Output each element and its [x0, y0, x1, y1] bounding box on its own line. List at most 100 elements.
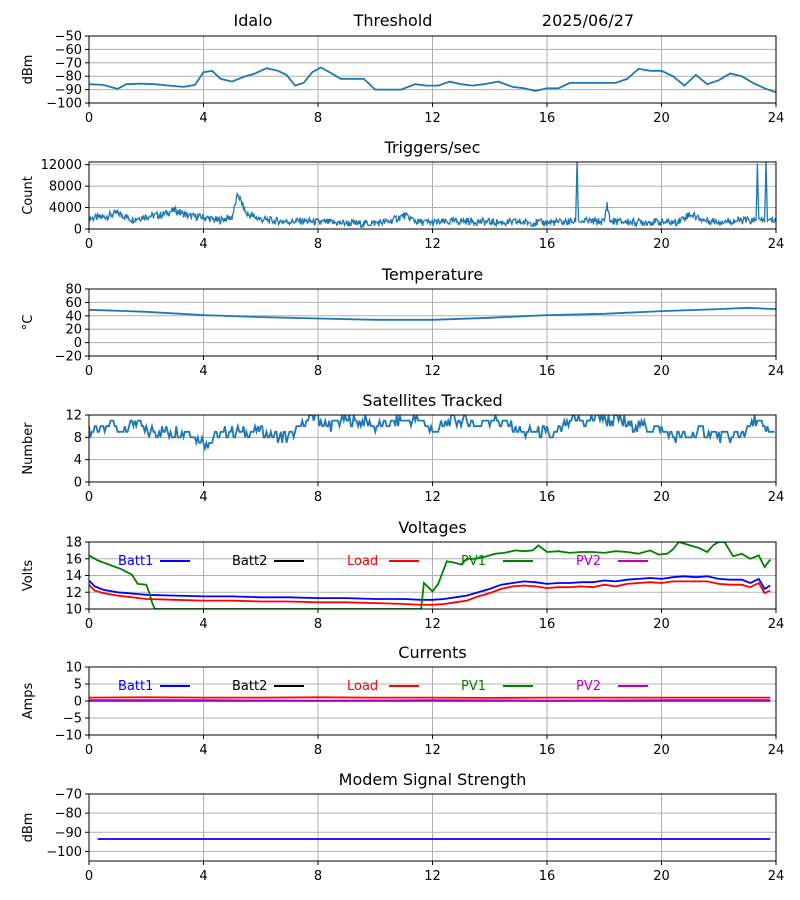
mode-label: Threshold: [353, 11, 433, 30]
legend-label-batt2: Batt2: [232, 554, 267, 569]
y-tick-label: −100: [46, 97, 82, 112]
panel-triggers: 0 4 8 12 16 20 24 0 4000 8000 12000 Triggers/sec Cou…: [21, 138, 784, 252]
y-tick-label: 80: [65, 283, 82, 298]
series-line-batt1: [89, 575, 771, 601]
x-tick-label: 24: [768, 743, 785, 758]
panel-title: Satellites Tracked: [362, 391, 502, 410]
panel-noise: 0 4 8 12 16 20 24 −100−90−80−70−60−50 dBm: [21, 30, 784, 127]
x-tick-label: 8: [314, 237, 322, 252]
x-tick-label: 8: [314, 869, 322, 884]
y-tick-label: 12: [65, 409, 82, 424]
x-tick-label: 24: [768, 364, 785, 379]
x-tick-label: 12: [424, 364, 441, 379]
date-label: 2025/06/27: [542, 11, 634, 30]
panel-currents: 0 4 8 12 16 20 24 −10 −5 0 5 10 Currents Amps Batt1 Bat…: [21, 643, 784, 758]
x-tick-label: 4: [199, 111, 207, 126]
y-tick-label: −80: [55, 70, 82, 85]
y-tick-label: 4000: [49, 201, 82, 216]
x-tick-label: 16: [539, 490, 556, 505]
series-line-load: [89, 580, 771, 606]
y-tick-label: 10: [65, 603, 82, 618]
panel-title: Currents: [398, 643, 466, 662]
legend-label-pv2: PV2: [576, 679, 601, 694]
y-tick-label: 16: [65, 552, 82, 567]
legend-label-batt2: Batt2: [232, 679, 267, 694]
y-tick-label: 40: [65, 309, 82, 324]
y-tick-label: 0: [74, 336, 82, 351]
x-tick-label: 4: [199, 617, 207, 632]
y-tick-label: −90: [55, 826, 82, 841]
station-name: Idalo: [234, 11, 273, 30]
legend-label-batt1: Batt1: [118, 679, 153, 694]
y-tick-label: −60: [55, 43, 82, 58]
x-tick-label: 16: [539, 617, 556, 632]
y-tick-label: 8000: [49, 180, 82, 195]
x-tick-label: 12: [424, 869, 441, 884]
panel-title: Triggers/sec: [384, 138, 481, 157]
x-tick-label: 8: [314, 111, 322, 126]
legend-label-batt1: Batt1: [118, 554, 153, 569]
x-tick-label: 12: [424, 490, 441, 505]
y-tick-label: −80: [55, 807, 82, 822]
y-axis-label: Number: [21, 422, 36, 475]
series-line-triggers: [89, 162, 776, 229]
x-tick-label: 4: [199, 237, 207, 252]
y-tick-label: 18: [65, 536, 82, 551]
x-tick-label: 24: [768, 617, 785, 632]
legend-label-load: Load: [347, 554, 378, 569]
x-tick-label: 8: [314, 364, 322, 379]
legend-label-pv1: PV1: [461, 554, 486, 569]
x-tick-label: 20: [653, 111, 670, 126]
panel-title: Modem Signal Strength: [339, 770, 527, 789]
x-tick-label: 16: [539, 111, 556, 126]
y-tick-label: 12000: [41, 158, 82, 173]
x-tick-label: 16: [539, 237, 556, 252]
y-tick-label: 20: [65, 323, 82, 338]
y-tick-label: 10: [65, 661, 82, 676]
y-tick-label: −70: [55, 56, 82, 71]
y-tick-label: 0: [74, 476, 82, 491]
y-tick-label: 0: [74, 695, 82, 710]
y-tick-label: −10: [55, 729, 82, 744]
y-tick-label: −50: [55, 30, 82, 45]
y-tick-label: 60: [65, 296, 82, 311]
x-tick-label: 20: [653, 617, 670, 632]
y-axis-label: dBm: [21, 813, 36, 843]
x-tick-label: 24: [768, 237, 785, 252]
x-tick-label: 0: [85, 617, 93, 632]
y-axis-label: °C: [21, 315, 36, 331]
x-tick-label: 4: [199, 364, 207, 379]
y-tick-label: −20: [55, 350, 82, 365]
x-tick-label: 8: [314, 617, 322, 632]
y-tick-label: 14: [65, 569, 82, 584]
y-tick-label: −5: [63, 712, 82, 727]
x-tick-label: 12: [424, 617, 441, 632]
series-line-pv1: [89, 542, 772, 609]
x-tick-label: 16: [539, 364, 556, 379]
legend-label-pv1: PV1: [461, 679, 486, 694]
y-tick-label: 4: [74, 453, 82, 468]
x-tick-label: 12: [424, 237, 441, 252]
legend-label-load: Load: [347, 679, 378, 694]
panel-title: Voltages: [398, 518, 466, 537]
panel-satellites: 0 4 8 12 16 20 24 0 4 8 12 Satellites Tracked Number: [21, 391, 784, 505]
x-tick-label: 20: [653, 869, 670, 884]
x-tick-label: 16: [539, 869, 556, 884]
panel-modem: 0 4 8 12 16 20 24 −100 −90 −80 −70 Modem Signal Str…: [21, 770, 784, 884]
x-tick-label: 0: [85, 111, 93, 126]
x-tick-label: 20: [653, 490, 670, 505]
series-line-load: [89, 696, 771, 699]
panel-title: Temperature: [381, 265, 483, 284]
x-tick-label: 20: [653, 237, 670, 252]
y-axis-label: dBm: [21, 55, 36, 85]
y-axis-label: Amps: [21, 682, 36, 719]
series-line-noise: [89, 66, 776, 94]
x-tick-label: 12: [424, 111, 441, 126]
x-tick-label: 0: [85, 743, 93, 758]
x-tick-label: 0: [85, 490, 93, 505]
x-tick-label: 0: [85, 237, 93, 252]
series-line-satellites: [89, 415, 775, 453]
x-tick-label: 0: [85, 364, 93, 379]
